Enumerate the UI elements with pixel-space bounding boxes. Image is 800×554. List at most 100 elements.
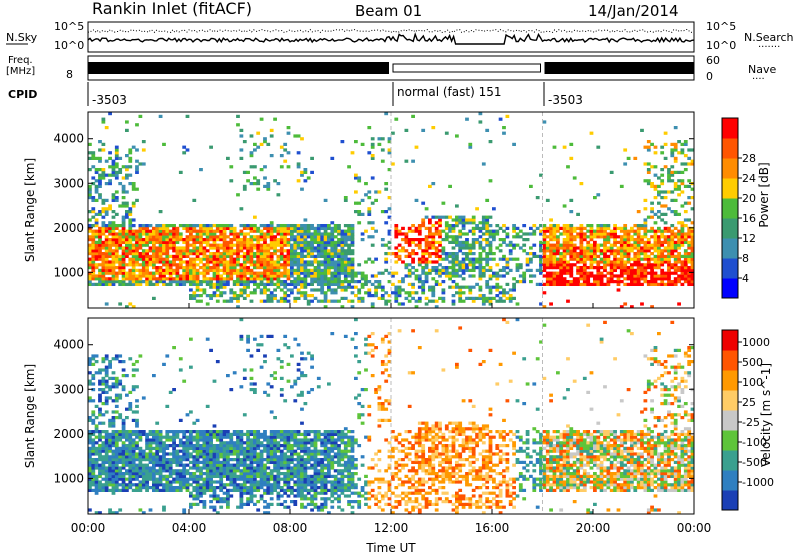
echo-cell	[246, 449, 250, 453]
echo-cell	[310, 170, 314, 174]
echo-cell	[226, 430, 230, 434]
echo-cell	[680, 190, 685, 194]
echo-cell	[215, 438, 220, 442]
echo-cell	[141, 268, 146, 272]
echo-cell	[165, 435, 170, 439]
echo-cell	[609, 263, 614, 267]
echo-cell	[229, 268, 234, 272]
echo-cell	[165, 430, 170, 434]
echo-cell	[421, 201, 426, 205]
echo-cell	[125, 446, 129, 450]
echo-cell	[613, 235, 617, 239]
echo-cell	[650, 142, 654, 146]
echo-cell	[135, 483, 139, 487]
echo-cell	[253, 390, 257, 394]
echo-cell	[273, 288, 277, 292]
echo-cell	[192, 271, 197, 275]
echo-cell	[215, 472, 220, 476]
echo-cell	[613, 280, 617, 284]
echo-cell	[226, 494, 230, 498]
echo-cell	[256, 235, 261, 239]
echo-cell	[111, 210, 116, 214]
echo-cell	[128, 460, 133, 464]
echo-cell	[229, 488, 234, 492]
echo-cell	[108, 444, 112, 448]
echo-cell	[162, 488, 166, 492]
echo-cell	[333, 240, 338, 244]
echo-cell	[125, 204, 129, 208]
echo-cell	[242, 232, 247, 236]
echo-cell	[566, 268, 570, 272]
echo-cell	[118, 379, 123, 383]
echo-cell	[323, 296, 328, 300]
echo-cell	[431, 215, 436, 219]
echo-cell	[118, 382, 123, 386]
echo-cell	[205, 486, 210, 490]
echo-cell	[114, 379, 119, 383]
echo-cell	[141, 254, 146, 258]
echo-cell	[374, 198, 378, 202]
echo-cell	[394, 285, 399, 289]
echo-cell	[138, 432, 143, 436]
echo-cell	[566, 252, 570, 256]
echo-cell	[337, 254, 341, 258]
echo-cell	[653, 145, 658, 149]
echo-cell	[417, 260, 422, 264]
echo-cell	[104, 477, 109, 481]
echo-cell	[111, 472, 116, 476]
echo-cell	[492, 257, 496, 261]
echo-cell	[141, 458, 146, 462]
echo-cell	[182, 268, 187, 272]
echo-cell	[434, 260, 439, 264]
echo-cell	[185, 274, 190, 278]
echo-cell	[300, 294, 304, 298]
echo-cell	[135, 430, 139, 434]
echo-cell	[155, 432, 160, 436]
echo-cell	[232, 477, 237, 481]
echo-cell	[155, 282, 160, 286]
echo-cell	[391, 162, 395, 166]
echo-cell	[448, 215, 452, 219]
echo-cell	[623, 162, 628, 166]
echo-cell	[236, 232, 240, 236]
echo-cell	[131, 463, 136, 467]
echo-cell	[168, 235, 173, 239]
echo-cell	[98, 232, 102, 236]
echo-cell	[279, 229, 284, 233]
echo-cell	[646, 145, 651, 149]
echo-cell	[236, 469, 240, 473]
echo-cell	[354, 190, 358, 194]
echo-cell	[128, 466, 133, 470]
echo-cell	[505, 266, 510, 270]
echo-cell	[185, 263, 190, 267]
echo-cell	[323, 291, 328, 295]
echo-cell	[195, 238, 200, 242]
echo-cell	[478, 277, 483, 281]
echo-cell	[101, 368, 106, 372]
echo-cell	[222, 444, 227, 448]
echo-cell	[222, 226, 227, 230]
echo-cell	[357, 263, 362, 267]
echo-cell	[246, 257, 250, 261]
echo-cell	[680, 238, 685, 242]
echo-cell	[296, 240, 301, 244]
echo-cell	[660, 229, 665, 233]
echo-cell	[283, 224, 288, 228]
echo-cell	[451, 252, 456, 256]
echo-cell	[367, 210, 372, 214]
echo-cell	[663, 274, 668, 278]
echo-cell	[269, 291, 274, 295]
echo-cell	[135, 444, 139, 448]
echo-cell	[202, 438, 207, 442]
echo-cell	[215, 497, 220, 501]
echo-cell	[128, 165, 133, 169]
echo-cell	[189, 263, 193, 267]
echo-cell	[199, 238, 203, 242]
echo-cell	[673, 240, 678, 244]
echo-cell	[232, 238, 237, 242]
echo-cell	[104, 390, 109, 394]
echo-cell	[155, 240, 160, 244]
echo-cell	[108, 277, 112, 281]
echo-cell	[485, 229, 490, 233]
echo-cell	[545, 257, 550, 261]
